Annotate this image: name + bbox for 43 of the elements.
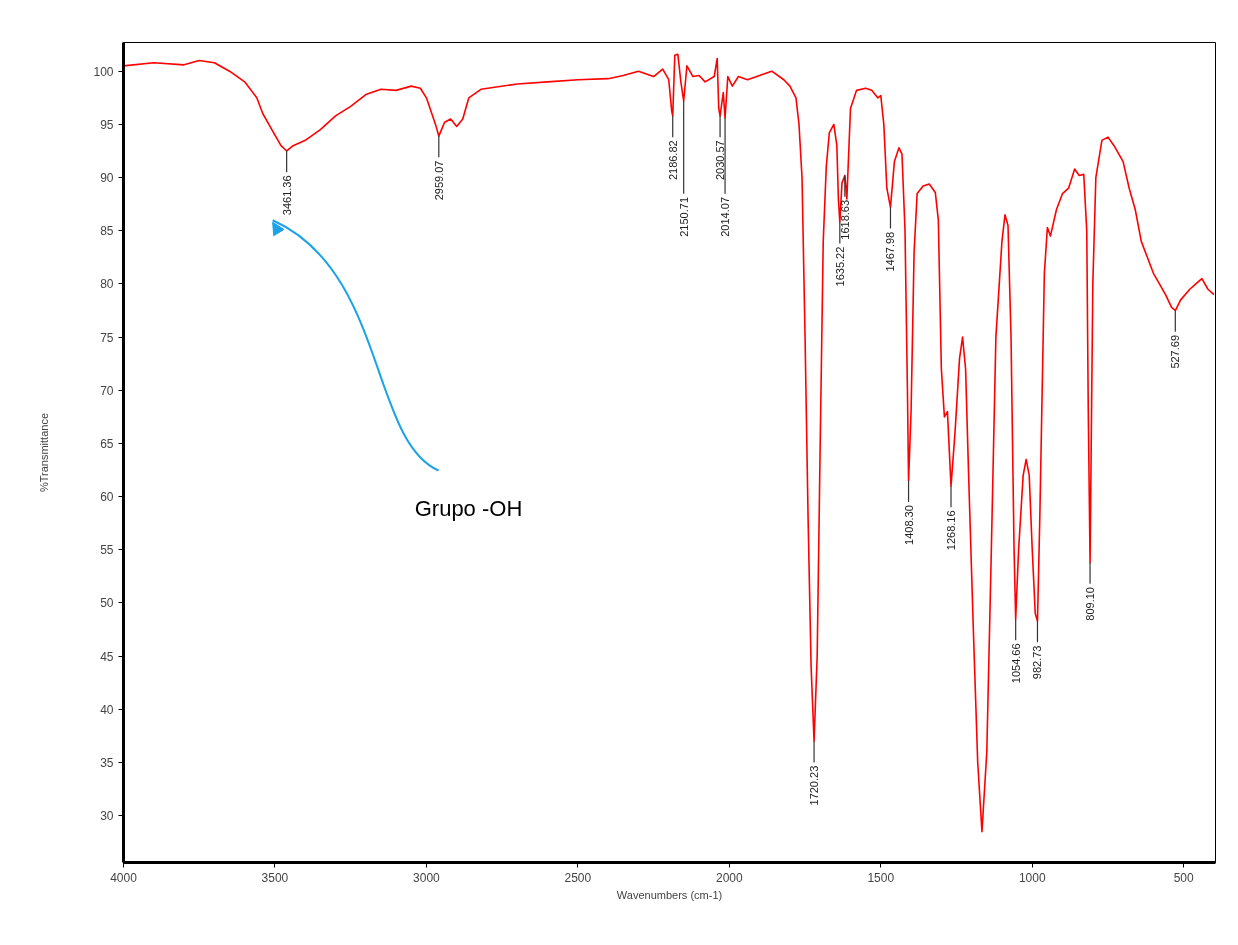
y-tick-label: 100 [93,64,114,79]
x-tick-label: 2500 [564,870,592,885]
annotation: 3461.36 [280,175,293,216]
x-tick-label: 2000 [715,870,743,885]
annotation: 527.69 [1169,334,1182,369]
line-series [123,53,1215,833]
x-axis-title: Wavenumbers (cm-1) [616,888,723,901]
annotation: 1618.63 [838,199,851,240]
annotation: Grupo -OH [414,496,523,521]
x-tick-label: 3000 [413,870,441,885]
y-tick-label: 85 [100,224,114,239]
y-tick-label: 75 [100,330,114,345]
y-axis-title: %Transmittance [38,412,51,493]
y-tick-label: 65 [100,436,114,451]
annotation: 2150.71 [677,196,690,237]
y-tick-label: 30 [100,809,114,824]
y-tick-label: 40 [100,702,114,717]
annotation: 809.10 [1084,587,1097,621]
x-tick-label: 4000 [110,870,138,885]
x-tick-label: 500 [1173,870,1195,885]
y-tick-label: 45 [100,649,114,664]
annotation: 2186.82 [666,140,679,181]
x-tick-label: 3500 [261,870,289,885]
annotation: 982.73 [1031,645,1044,680]
y-tick-label: 35 [100,756,114,771]
y-tick-label: 60 [100,490,114,505]
y-tick-label: 90 [100,171,114,186]
annotation: 1720.23 [808,765,821,806]
y-tick-label: 95 [100,117,114,132]
y-tick-label: 70 [100,383,114,398]
y-tick-label: 50 [100,596,114,611]
annotation: 1054.66 [1009,643,1022,684]
y-tick-label: 55 [100,543,114,558]
x-tick-label: 1500 [867,870,895,885]
annotation: 1467.98 [884,231,897,272]
annotation: 2959.07 [432,160,445,201]
annotation: 1408.30 [902,505,915,545]
x-tick-label: 1000 [1018,870,1046,885]
annotation: 1635.22 [833,246,846,287]
annotation: 2014.07 [719,196,732,237]
y-tick-label: 80 [100,277,114,292]
annotation: 2030.57 [714,140,727,181]
annotation: 1268.16 [945,510,958,551]
